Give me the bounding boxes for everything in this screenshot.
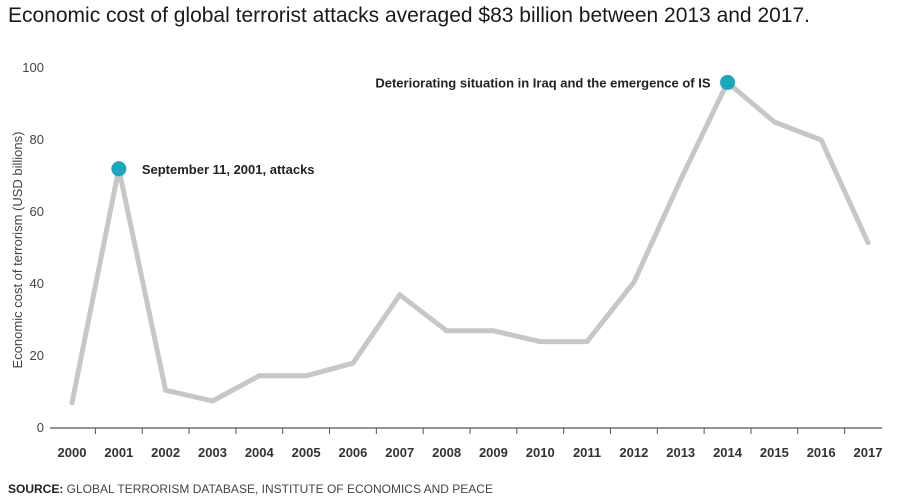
data-point [303,373,309,379]
x-tick-label: 2011 [573,445,601,460]
y-tick-label: 40 [30,276,44,291]
y-tick-label: 0 [37,420,44,435]
data-point [818,137,824,143]
axes: Economic cost of terrorism (USD billions… [10,60,882,460]
data-point [163,387,169,393]
x-tick-label: 2013 [666,445,695,460]
x-tick-label: 2008 [432,445,461,460]
data-point [678,177,684,183]
data-point [537,339,543,345]
x-tick-label: 2016 [807,445,836,460]
y-tick-label: 60 [30,204,44,219]
data-point [256,373,262,379]
annotation-marker [720,74,736,90]
data-point [209,398,215,404]
series [69,79,871,406]
y-axis-label: Economic cost of terrorism (USD billions… [10,132,25,369]
x-tick-label: 2010 [526,445,555,460]
x-tick-label: 2017 [854,445,883,460]
x-tick-label: 2003 [198,445,227,460]
source-label: SOURCE: [8,482,64,496]
y-tick-label: 20 [30,348,44,363]
data-point [584,339,590,345]
data-point [771,119,777,125]
data-point [631,279,637,285]
annotations: September 11, 2001, attacks Deteriorating… [111,74,736,177]
x-tick-label: 2014 [713,445,743,460]
source-note: SOURCE: GLOBAL TERRORISM DATABASE, INSTI… [8,482,493,496]
x-tick-label: 2002 [151,445,180,460]
x-tick-label: 2004 [245,445,275,460]
x-tick-label: 2006 [338,445,367,460]
data-point [69,400,75,406]
annotation-marker [111,161,127,177]
y-tick-label: 80 [30,132,44,147]
data-point [444,328,450,334]
line-chart: Economic cost of terrorism (USD billions… [10,60,882,460]
x-tick-label: 2015 [760,445,789,460]
series-line [69,79,871,406]
data-point [865,240,871,246]
y-tick-label: 100 [22,60,44,75]
x-tick-label: 2005 [292,445,321,460]
annotation-label: Deteriorating situation in Iraq and the … [375,75,710,90]
data-point [350,360,356,366]
x-tick-label: 2001 [104,445,133,460]
x-tick-label: 2009 [479,445,508,460]
x-tick-label: 2007 [385,445,414,460]
data-point [490,328,496,334]
annotation-label: September 11, 2001, attacks [142,162,315,177]
chart-title: Economic cost of global terrorist attack… [8,4,810,27]
x-tick-label: 2012 [619,445,648,460]
data-point [397,292,403,298]
x-tick-label: 2000 [58,445,87,460]
source-text: GLOBAL TERRORISM DATABASE, INSTITUTE OF … [63,482,493,496]
